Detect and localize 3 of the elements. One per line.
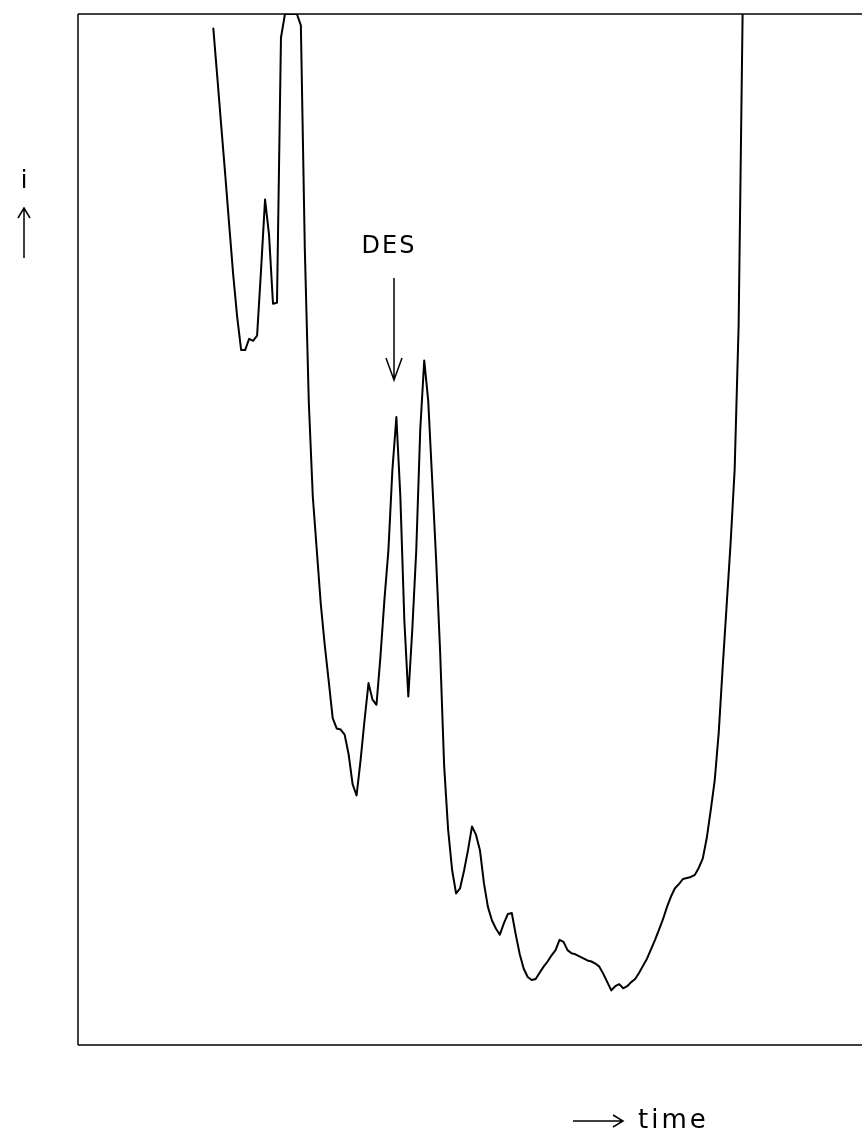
annotation: DES xyxy=(361,231,417,259)
y-axis-title: i xyxy=(20,166,28,194)
x-axis-title: time xyxy=(638,1104,709,1130)
